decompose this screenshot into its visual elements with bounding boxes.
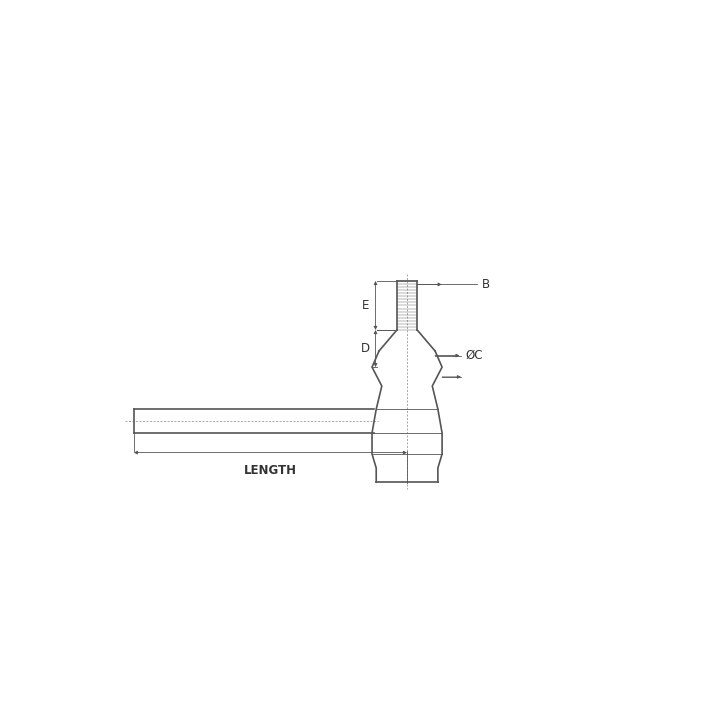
Text: LENGTH: LENGTH xyxy=(244,464,297,477)
Text: ØC: ØC xyxy=(466,349,484,362)
Text: B: B xyxy=(481,278,490,291)
Text: D: D xyxy=(361,342,370,355)
Text: E: E xyxy=(362,299,369,312)
